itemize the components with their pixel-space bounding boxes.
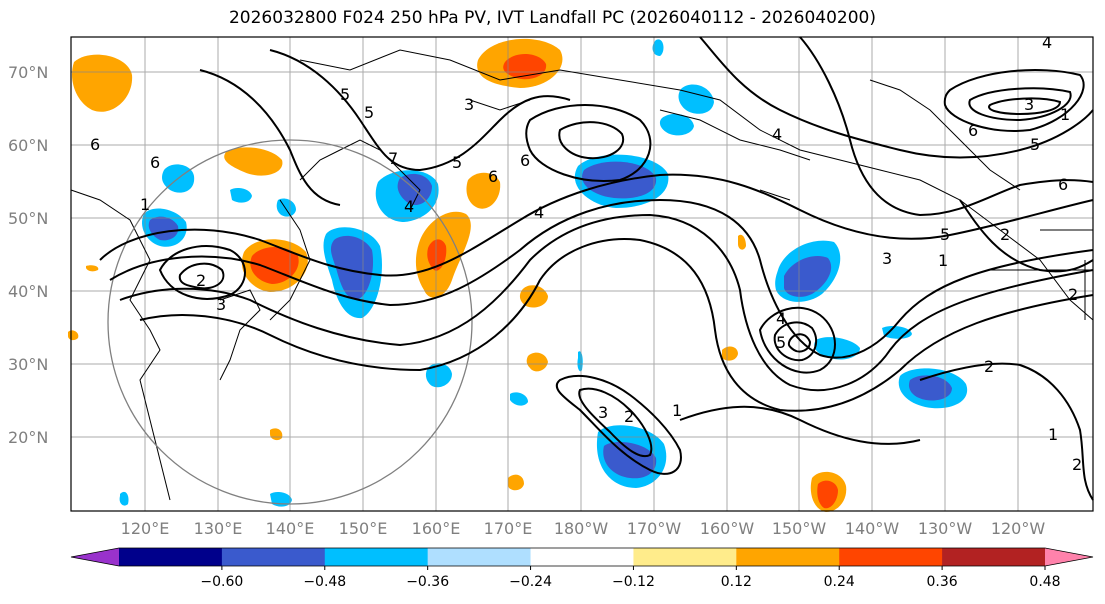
lat-label: 20°N — [8, 428, 48, 447]
contour-label: 6 — [1058, 175, 1068, 194]
contour-label: 1 — [672, 401, 682, 420]
contour-label: 5 — [364, 103, 374, 122]
shading-layer — [68, 38, 968, 512]
colorbar-swatch — [942, 548, 1046, 566]
colorbar-tick-label: −0.24 — [509, 574, 552, 590]
contour-label: 6 — [150, 153, 160, 172]
colorbar-outline — [70, 547, 1094, 567]
contour-label: 5 — [940, 225, 950, 244]
contour-label: 3 — [882, 249, 892, 268]
colorbar: −0.60 −0.48 −0.36 −0.24 −0.12 0.12 0.24 0.36 0.4… — [70, 547, 1094, 590]
contour-label: 1 — [140, 195, 150, 214]
colorbar-swatch — [530, 548, 634, 566]
lon-label: 150°E — [339, 519, 388, 538]
contour-label: 7 — [388, 149, 398, 168]
contour-labels: 6 5 5 3 7 1 6 5 4 6 4 4 4 5 6 5 3 1 2 6 … — [90, 33, 1082, 474]
lon-label: 130°W — [918, 519, 973, 538]
contour-label: 6 — [488, 167, 498, 186]
lon-label: 140°E — [266, 519, 315, 538]
colorbar-tick-label: −0.48 — [303, 574, 346, 590]
contour-label: 3 — [216, 295, 226, 314]
graticule — [71, 37, 1093, 511]
lon-label: 170°E — [484, 519, 533, 538]
contour-label: 2 — [1000, 225, 1010, 244]
contour-label: 1 — [1048, 425, 1058, 444]
colorbar-swatch — [427, 548, 532, 566]
coastlines — [70, 49, 1094, 501]
contour-label: 3 — [464, 95, 474, 114]
lat-label: 40°N — [8, 282, 48, 301]
lon-label: 130°E — [194, 519, 243, 538]
map-panel: 6 5 5 3 7 1 6 5 4 6 4 4 4 5 6 5 3 1 2 6 … — [68, 33, 1094, 512]
contour-label: 6 — [520, 151, 530, 170]
colorbar-tick-label: −0.36 — [406, 574, 449, 590]
contour-label: 4 — [1042, 33, 1052, 52]
contour-label: 4 — [404, 197, 414, 216]
colorbar-tick-label: 0.36 — [927, 574, 958, 590]
contour-label: 3 — [1024, 95, 1034, 114]
colorbar-extend-max — [1045, 548, 1093, 566]
contour-label: 2 — [1068, 285, 1078, 304]
contour-label: 1 — [938, 251, 948, 270]
lon-label: 160°E — [412, 519, 461, 538]
contour-label: 2 — [1072, 455, 1082, 474]
contour-label: 5 — [1030, 135, 1040, 154]
colorbar-tick-label: −0.12 — [612, 574, 655, 590]
contour-label: 5 — [452, 153, 462, 172]
contour-label: 4 — [776, 309, 786, 328]
lat-label: 50°N — [8, 209, 48, 228]
longitude-labels: 120°E 130°E 140°E 150°E 160°E 170°E 180°… — [121, 519, 1046, 538]
lat-label: 70°N — [8, 63, 48, 82]
contour-label: 2 — [624, 407, 634, 426]
colorbar-swatch — [221, 548, 326, 566]
contour-label: 5 — [340, 85, 350, 104]
colorbar-extend-min — [71, 548, 119, 566]
contour-label: 2 — [196, 271, 206, 290]
contour-label: 1 — [1060, 105, 1070, 124]
lon-label: 170°W — [627, 519, 682, 538]
colorbar-tick-label: 0.24 — [824, 574, 855, 590]
contour-label: 5 — [776, 333, 786, 352]
contour-label: 2 — [984, 357, 994, 376]
contour-label: 3 — [598, 403, 608, 422]
colorbar-swatch — [736, 548, 840, 566]
lon-label: 180°W — [554, 519, 609, 538]
colorbar-swatch — [324, 548, 429, 566]
lon-label: 140°W — [845, 519, 900, 538]
map-title: 2026032800 F024 250 hPa PV, IVT Landfall… — [228, 8, 876, 28]
colorbar-tick-label: 0.48 — [1029, 574, 1060, 590]
colorbar-swatch — [839, 548, 943, 566]
colorbar-tick-label: 0.12 — [721, 574, 752, 590]
lon-label: 150°W — [772, 519, 827, 538]
contour-label: 6 — [90, 135, 100, 154]
colorbar-swatch — [633, 548, 737, 566]
contour-label: 6 — [968, 121, 978, 140]
latitude-labels: 70°N 60°N 50°N 40°N 30°N 20°N — [8, 63, 48, 447]
lon-label: 120°E — [121, 519, 170, 538]
lat-label: 60°N — [8, 136, 48, 155]
lat-label: 30°N — [8, 355, 48, 374]
contour-label: 4 — [534, 203, 544, 222]
pv-contours — [99, 36, 1094, 501]
lon-label: 160°W — [700, 519, 755, 538]
colorbar-tick-label: −0.60 — [200, 574, 243, 590]
range-circle — [107, 139, 473, 505]
lon-label: 120°W — [991, 519, 1046, 538]
colorbar-swatch — [119, 548, 223, 566]
contour-label: 4 — [772, 125, 782, 144]
